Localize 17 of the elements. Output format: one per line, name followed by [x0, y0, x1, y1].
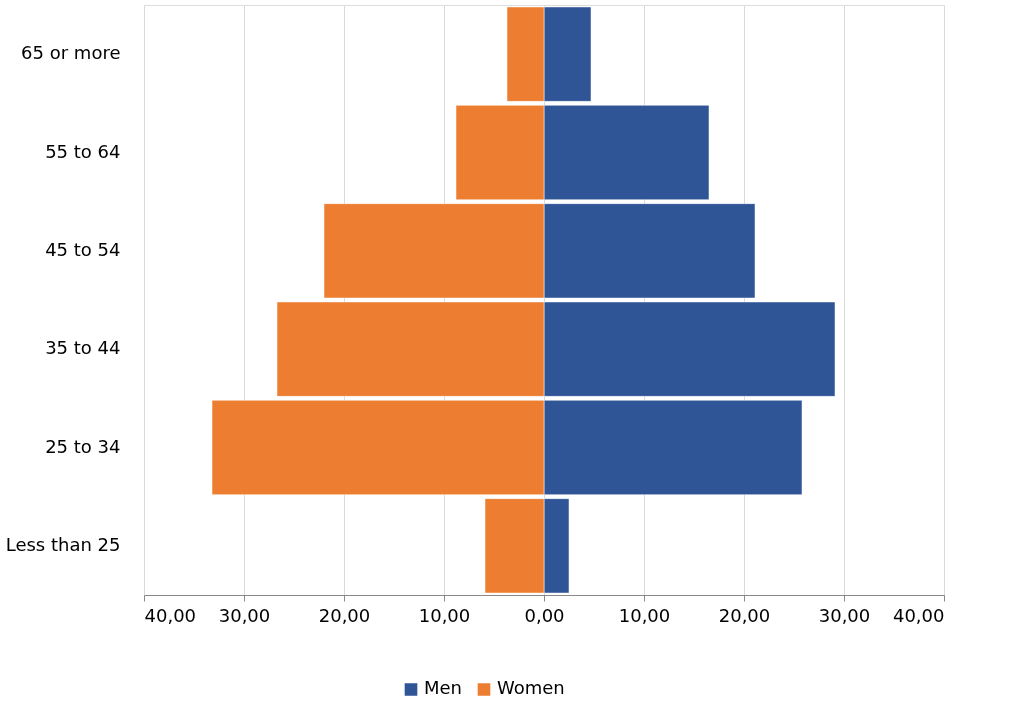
- x-tick-label: 20,00: [318, 604, 371, 626]
- legend-label: Women: [497, 677, 565, 699]
- y-tick-label: 65 or more: [21, 42, 121, 64]
- x-tick-label: 10,00: [618, 604, 671, 626]
- y-tick-label: 35 to 44: [45, 337, 121, 359]
- y-tick-label: Less than 25: [5, 533, 121, 555]
- x-tick-label: 30,00: [218, 604, 271, 626]
- y-tick-label: 45 to 54: [45, 238, 121, 260]
- y-tick-label: 25 to 34: [45, 435, 121, 457]
- x-tick-label: 30,00: [818, 604, 871, 626]
- y-tick-label: 55 to 64: [45, 140, 121, 162]
- legend-label: Men: [424, 677, 463, 699]
- x-tick-label: 40,00: [892, 604, 945, 626]
- x-tick-label: 40,00: [144, 604, 197, 626]
- x-tick-label: 20,00: [718, 604, 771, 626]
- x-tick-label: 0,00: [524, 604, 565, 626]
- x-tick-label: 10,00: [418, 604, 471, 626]
